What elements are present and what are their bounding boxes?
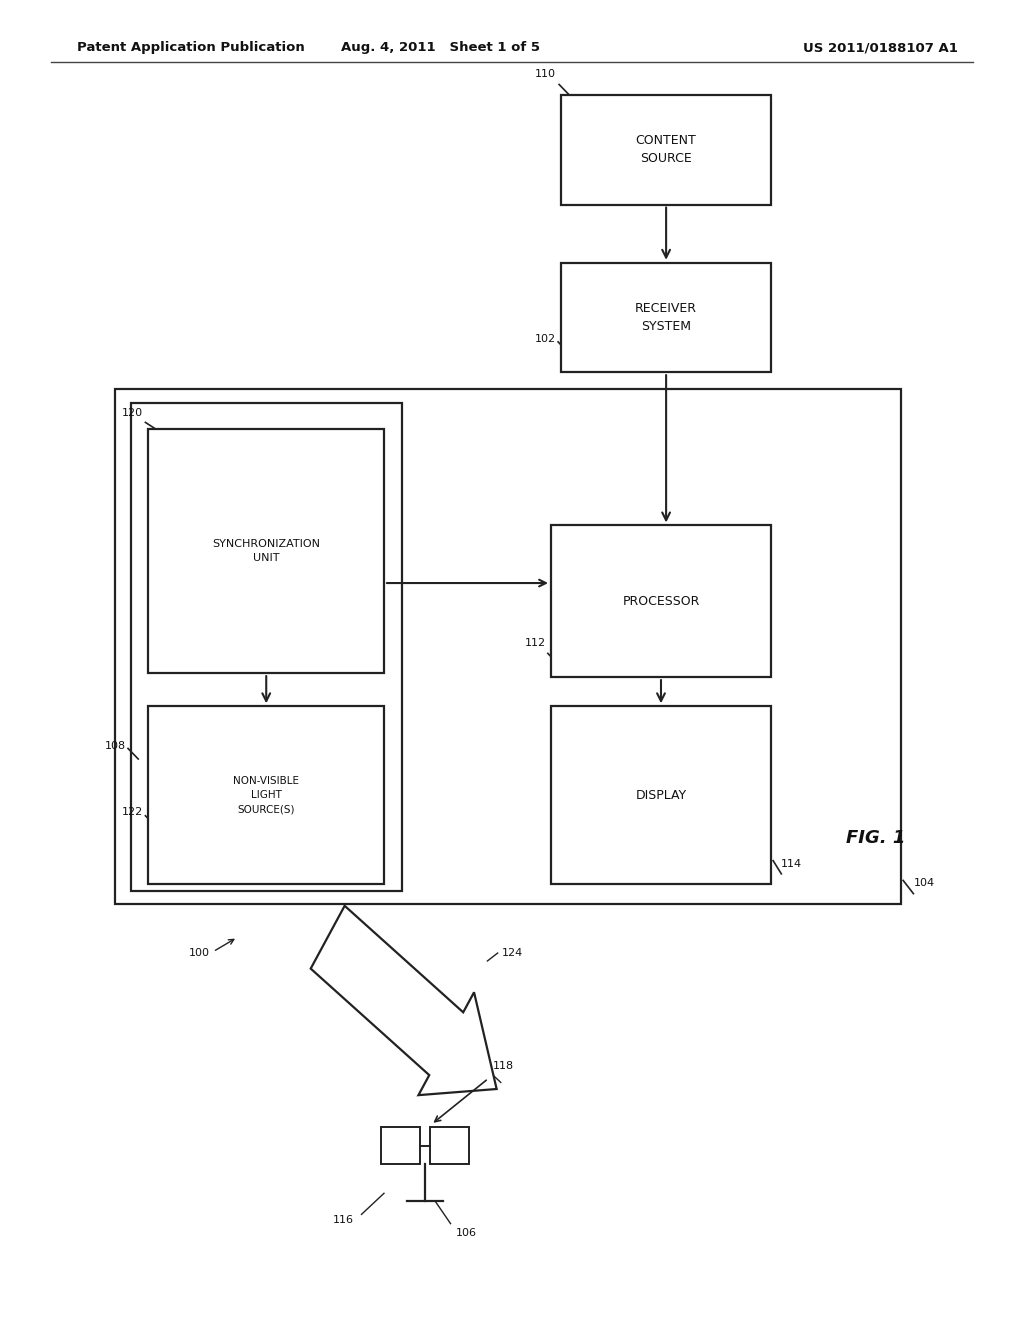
Text: NON-VISIBLE
LIGHT
SOURCE(S): NON-VISIBLE LIGHT SOURCE(S) [233, 776, 299, 814]
Text: 110: 110 [535, 69, 556, 79]
FancyBboxPatch shape [561, 263, 771, 372]
FancyBboxPatch shape [561, 95, 771, 205]
Text: PROCESSOR: PROCESSOR [623, 595, 699, 607]
FancyBboxPatch shape [551, 706, 771, 884]
Text: 120: 120 [122, 408, 143, 418]
FancyBboxPatch shape [430, 1127, 469, 1164]
Text: 104: 104 [913, 878, 935, 888]
Text: US 2011/0188107 A1: US 2011/0188107 A1 [803, 41, 957, 54]
FancyBboxPatch shape [115, 389, 901, 904]
Text: 116: 116 [333, 1214, 354, 1225]
Text: 118: 118 [493, 1060, 514, 1071]
Text: FIG. 1: FIG. 1 [846, 829, 905, 847]
Text: 112: 112 [524, 638, 546, 648]
FancyBboxPatch shape [551, 525, 771, 677]
Text: DISPLAY: DISPLAY [636, 789, 686, 801]
Text: SYNCHRONIZATION
UNIT: SYNCHRONIZATION UNIT [212, 539, 321, 564]
Polygon shape [310, 906, 497, 1096]
Text: 100: 100 [188, 948, 210, 958]
FancyBboxPatch shape [131, 403, 402, 891]
Text: 124: 124 [502, 948, 523, 958]
FancyBboxPatch shape [148, 706, 384, 884]
Text: 108: 108 [104, 741, 126, 751]
Text: 106: 106 [456, 1228, 477, 1238]
Text: 122: 122 [122, 807, 143, 817]
Text: Aug. 4, 2011   Sheet 1 of 5: Aug. 4, 2011 Sheet 1 of 5 [341, 41, 540, 54]
Text: CONTENT
SOURCE: CONTENT SOURCE [636, 135, 696, 165]
Text: Patent Application Publication: Patent Application Publication [77, 41, 304, 54]
Text: RECEIVER
SYSTEM: RECEIVER SYSTEM [635, 302, 697, 333]
FancyBboxPatch shape [148, 429, 384, 673]
Text: 102: 102 [535, 334, 556, 345]
Text: 114: 114 [781, 858, 803, 869]
FancyBboxPatch shape [381, 1127, 420, 1164]
